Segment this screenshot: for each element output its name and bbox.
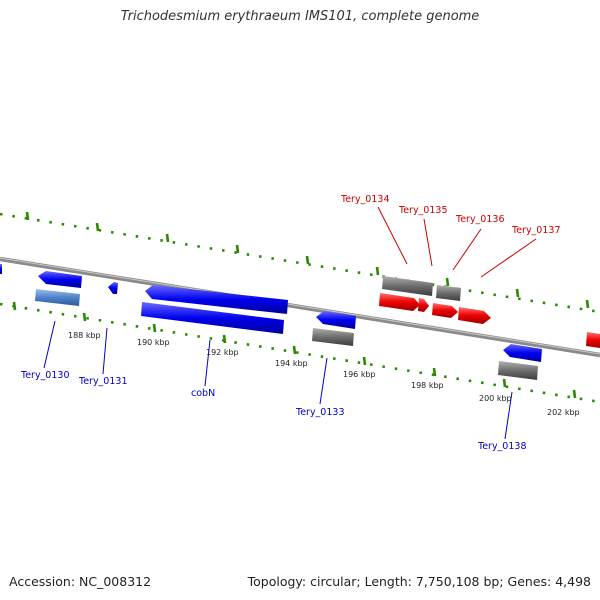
gene-label: Tery_0131	[78, 376, 128, 387]
tick-label: 196 kbp	[343, 370, 376, 379]
reverse-gene-labels: Tery_0130 Tery_0131 cobN Tery_0133 Tery_…	[20, 370, 527, 452]
inner-dotted-row	[0, 302, 600, 404]
gene-cobn[interactable]	[141, 285, 288, 334]
reverse-label-leaders	[43, 320, 513, 440]
kbp-tick-labels: 188 kbp 190 kbp 192 kbp 194 kbp 196 kbp …	[68, 331, 580, 417]
gene-label: Tery_0135	[398, 205, 448, 216]
gene-label: Tery_0136	[455, 214, 505, 225]
gene-label: Tery_0130	[20, 370, 70, 381]
gene-edge-left[interactable]	[0, 264, 2, 274]
tick-label: 202 kbp	[547, 408, 580, 417]
tick-label: 198 kbp	[411, 381, 444, 390]
gene-tery-0130[interactable]	[35, 271, 82, 306]
gene-label: cobN	[191, 388, 215, 399]
gene-tery-0131[interactable]	[108, 282, 118, 294]
genome-backbone	[0, 256, 600, 358]
gene-tery-0135[interactable]	[418, 298, 429, 312]
gene-edge-right[interactable]	[586, 332, 600, 348]
gene-tery-0136[interactable]	[432, 285, 461, 318]
accession-text: Accession: NC_008312	[9, 574, 152, 589]
gene-label: Tery_0137	[511, 225, 561, 236]
gene-tery-0137[interactable]	[458, 307, 491, 324]
genome-summary: Topology: circular; Length: 7,750,108 bp…	[247, 574, 591, 589]
gene-label: Tery_0134	[340, 194, 390, 205]
tick-label: 192 kbp	[206, 348, 239, 357]
forward-label-leaders	[377, 206, 537, 278]
gene-tery-0138[interactable]	[498, 344, 542, 380]
gene-tery-0134[interactable]	[379, 276, 433, 311]
map-title: Trichodesmium erythraeum IMS101, complet…	[120, 9, 480, 24]
gene-label: Tery_0133	[295, 407, 345, 418]
tick-label: 188 kbp	[68, 331, 101, 340]
forward-gene-labels: Tery_0134 Tery_0135 Tery_0136 Tery_0137	[340, 194, 561, 236]
tick-label: 194 kbp	[275, 359, 308, 368]
gene-label: Tery_0138	[477, 441, 527, 452]
tick-label: 200 kbp	[479, 394, 512, 403]
outer-dotted-row	[0, 212, 600, 314]
gene-tery-0133[interactable]	[312, 311, 356, 346]
tick-label: 190 kbp	[137, 338, 170, 347]
major-ticks	[12, 211, 590, 399]
